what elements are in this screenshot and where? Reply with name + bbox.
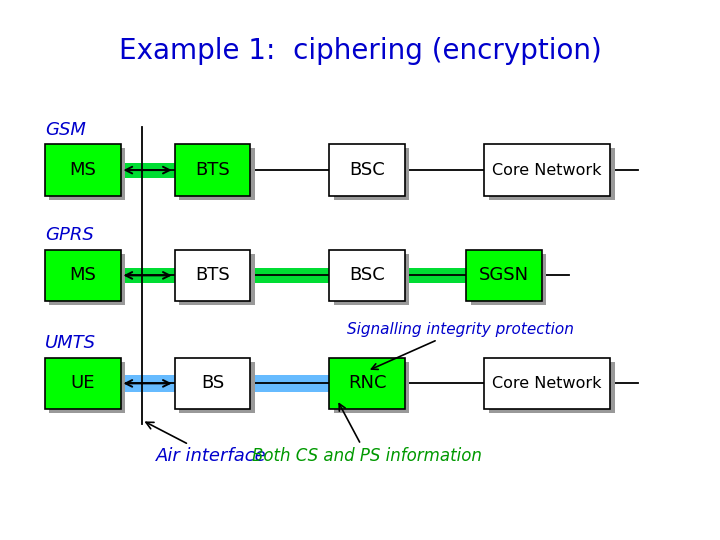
Bar (179, 362, 255, 413)
Bar (484, 357, 610, 409)
Text: MS: MS (69, 161, 96, 179)
Text: Signalling integrity protection: Signalling integrity protection (347, 322, 575, 369)
Bar (179, 148, 255, 199)
Text: RNC: RNC (348, 374, 387, 393)
Bar (45, 249, 121, 301)
Text: BTS: BTS (195, 266, 230, 285)
Text: BTS: BTS (195, 161, 230, 179)
Text: BSC: BSC (349, 161, 385, 179)
Text: UMTS: UMTS (45, 334, 96, 352)
Text: Air interface: Air interface (146, 422, 267, 465)
Bar (330, 357, 405, 409)
Bar (334, 362, 410, 413)
Bar (334, 254, 410, 305)
Text: GSM: GSM (45, 120, 86, 139)
Bar (50, 148, 125, 199)
Bar (45, 357, 121, 409)
Text: Example 1:  ciphering (encryption): Example 1: ciphering (encryption) (119, 37, 601, 65)
Bar (330, 144, 405, 195)
Bar (174, 249, 251, 301)
Bar (334, 148, 410, 199)
Bar (121, 375, 330, 392)
Bar (121, 163, 174, 178)
Bar (488, 148, 615, 199)
Bar (45, 144, 121, 195)
Bar (174, 144, 251, 195)
Bar (179, 254, 255, 305)
Bar (50, 362, 125, 413)
Bar (50, 254, 125, 305)
Text: Both CS and PS information: Both CS and PS information (252, 404, 482, 465)
Text: SGSN: SGSN (479, 266, 529, 285)
Bar (330, 249, 405, 301)
Text: UE: UE (71, 374, 95, 393)
Text: BSC: BSC (349, 266, 385, 285)
Text: MS: MS (69, 266, 96, 285)
Bar (488, 362, 615, 413)
Bar (471, 254, 546, 305)
Bar (467, 249, 541, 301)
Bar (484, 144, 610, 195)
Text: BS: BS (201, 374, 224, 393)
Bar (121, 268, 467, 283)
Bar (174, 357, 251, 409)
Text: Core Network: Core Network (492, 163, 602, 178)
Text: Core Network: Core Network (492, 376, 602, 391)
Text: GPRS: GPRS (45, 226, 94, 244)
